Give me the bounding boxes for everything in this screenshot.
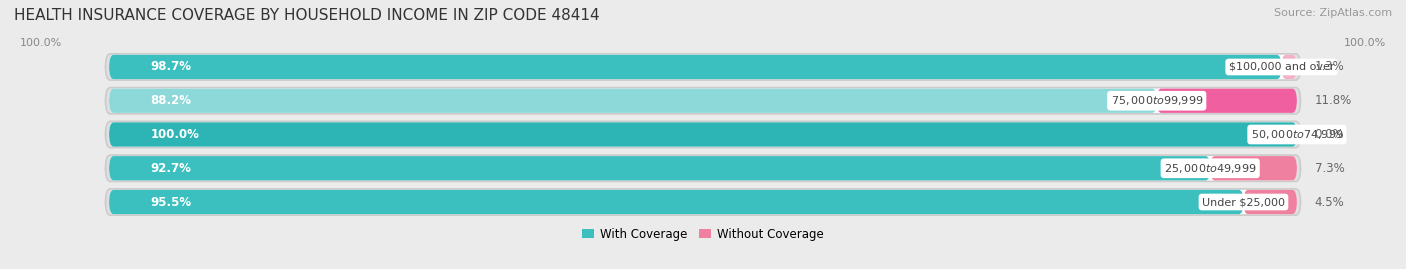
Text: 4.5%: 4.5%	[1315, 196, 1344, 208]
Text: Source: ZipAtlas.com: Source: ZipAtlas.com	[1274, 8, 1392, 18]
FancyBboxPatch shape	[110, 89, 1296, 113]
Text: $25,000 to $49,999: $25,000 to $49,999	[1164, 162, 1257, 175]
FancyBboxPatch shape	[105, 54, 1301, 80]
Text: $50,000 to $74,999: $50,000 to $74,999	[1251, 128, 1343, 141]
FancyBboxPatch shape	[1211, 156, 1296, 180]
Text: 88.2%: 88.2%	[150, 94, 191, 107]
Text: 100.0%: 100.0%	[150, 128, 200, 141]
Text: 98.7%: 98.7%	[150, 61, 191, 73]
Text: 11.8%: 11.8%	[1315, 94, 1353, 107]
Text: Under $25,000: Under $25,000	[1202, 197, 1285, 207]
Text: $100,000 and over: $100,000 and over	[1229, 62, 1334, 72]
FancyBboxPatch shape	[110, 55, 1281, 79]
Text: $75,000 to $99,999: $75,000 to $99,999	[1111, 94, 1204, 107]
FancyBboxPatch shape	[110, 122, 1296, 147]
FancyBboxPatch shape	[105, 155, 1301, 181]
FancyBboxPatch shape	[110, 55, 1296, 79]
Legend: With Coverage, Without Coverage: With Coverage, Without Coverage	[578, 223, 828, 246]
Text: HEALTH INSURANCE COVERAGE BY HOUSEHOLD INCOME IN ZIP CODE 48414: HEALTH INSURANCE COVERAGE BY HOUSEHOLD I…	[14, 8, 600, 23]
FancyBboxPatch shape	[110, 122, 1296, 147]
FancyBboxPatch shape	[105, 189, 1301, 215]
FancyBboxPatch shape	[1157, 89, 1296, 113]
Text: 0.0%: 0.0%	[1315, 128, 1344, 141]
FancyBboxPatch shape	[110, 190, 1296, 214]
Text: 1.3%: 1.3%	[1315, 61, 1344, 73]
Text: 7.3%: 7.3%	[1315, 162, 1344, 175]
FancyBboxPatch shape	[105, 121, 1301, 148]
FancyBboxPatch shape	[110, 156, 1211, 180]
FancyBboxPatch shape	[110, 190, 1243, 214]
FancyBboxPatch shape	[1281, 55, 1296, 79]
Text: 100.0%: 100.0%	[20, 38, 62, 48]
FancyBboxPatch shape	[110, 89, 1157, 113]
Text: 100.0%: 100.0%	[1344, 38, 1386, 48]
Text: 95.5%: 95.5%	[150, 196, 191, 208]
FancyBboxPatch shape	[105, 88, 1301, 114]
Text: 92.7%: 92.7%	[150, 162, 191, 175]
FancyBboxPatch shape	[110, 156, 1296, 180]
FancyBboxPatch shape	[1243, 190, 1296, 214]
